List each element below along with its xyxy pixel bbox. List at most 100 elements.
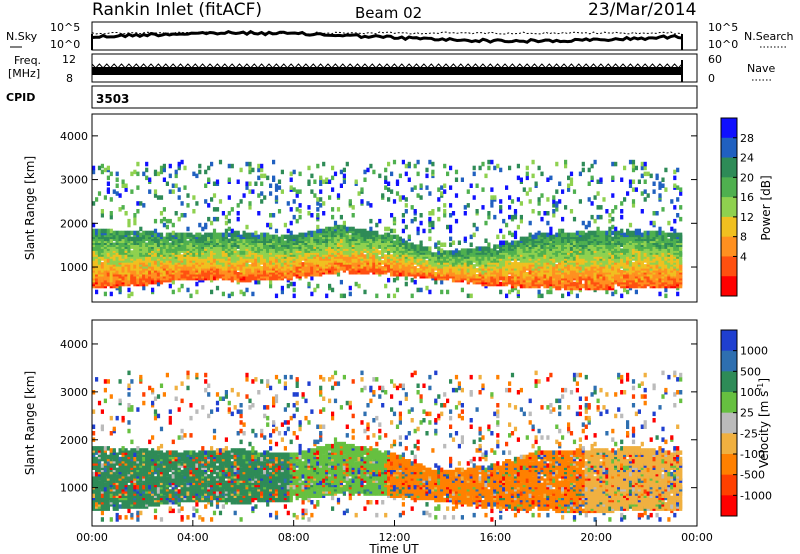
echo-cell (298, 171, 302, 177)
echo-cell (124, 187, 128, 192)
echo-cell (92, 274, 96, 279)
echo-cell (177, 195, 181, 200)
echo-cell (596, 256, 600, 261)
echo-cell (148, 270, 152, 275)
echo-cell (156, 195, 161, 200)
echo-cell (248, 181, 252, 186)
echo-cell (269, 191, 273, 196)
echo-cell (419, 264, 423, 269)
echo-cell (628, 179, 633, 184)
echo-cell (401, 218, 405, 224)
echo-cell (540, 252, 544, 257)
echo-cell (508, 289, 512, 295)
echo-cell (322, 242, 326, 247)
echo-cell (516, 197, 520, 202)
echo-cell (590, 254, 594, 259)
echo-cell (631, 187, 636, 192)
echo-cell (428, 228, 432, 234)
echo-cell (664, 244, 668, 249)
echo-cell (133, 216, 137, 222)
echo-cell (121, 268, 125, 273)
echo-cell (348, 285, 352, 291)
echo-cell (387, 240, 391, 245)
echo-cell (345, 256, 349, 261)
echo-cell (292, 281, 296, 287)
echo-cell (534, 232, 538, 238)
echo-cell (301, 244, 305, 249)
echo-cell (97, 228, 102, 234)
echo-cell (569, 177, 574, 182)
echo-cell (614, 270, 618, 275)
echo-cell (328, 195, 332, 200)
echo-cell (307, 211, 311, 216)
echo-cell (413, 266, 417, 271)
freq-label: Freq. (14, 54, 41, 67)
echo-cell (401, 238, 405, 243)
echo-cell (333, 224, 338, 230)
echo-cell (640, 191, 644, 196)
echo-cell (596, 214, 600, 220)
echo-cell (112, 242, 116, 247)
echo-cell (631, 238, 636, 243)
echo-cell (593, 159, 597, 165)
echo-cell (92, 165, 96, 171)
echo-cell (307, 238, 311, 243)
echo-cell (298, 203, 302, 208)
echo-cell (425, 246, 429, 251)
echo-cell (552, 234, 556, 240)
echo-cell (263, 262, 267, 267)
echo-cell (156, 281, 161, 287)
echo-cell (215, 179, 220, 184)
echo-cell (162, 207, 166, 212)
echo-cell (207, 216, 211, 222)
echo-cell (463, 211, 467, 216)
echo-cell (587, 181, 591, 186)
echo-cell (274, 258, 279, 263)
nsky-label: N.Sky (6, 30, 38, 43)
echo-cell (215, 268, 220, 273)
echo-cell (410, 218, 414, 224)
echo-cell (387, 236, 391, 242)
echo-cell (207, 203, 211, 208)
echo-cell (540, 262, 544, 267)
freq-unit-label: [MHz] (8, 67, 40, 80)
echo-cell (528, 199, 532, 204)
echo-cell (357, 283, 361, 289)
echo-cell (416, 244, 420, 249)
echo-cell (192, 256, 196, 261)
echo-cell (513, 240, 518, 245)
echo-cell (248, 264, 252, 269)
echo-cell (283, 240, 287, 245)
echo-cell (546, 177, 550, 182)
echo-cell (449, 185, 453, 190)
echo-cell (165, 181, 169, 186)
echo-cell (162, 222, 166, 228)
echo-cell (652, 181, 656, 186)
echo-cell (652, 258, 656, 263)
echo-cell (555, 201, 559, 206)
echo-cell (168, 189, 172, 194)
echo-cell (525, 258, 529, 263)
echo-cell (664, 293, 668, 299)
echo-cell (109, 211, 113, 216)
echo-cell (546, 220, 550, 226)
echo-cell (109, 270, 113, 275)
echo-cell (274, 293, 279, 299)
echo-cell (227, 163, 231, 169)
echo-cell (248, 252, 252, 257)
echo-cell (363, 254, 367, 259)
echo-cell (295, 234, 299, 240)
echo-cell (620, 270, 624, 275)
echo-cell (133, 264, 137, 269)
echo-cell (103, 228, 107, 234)
echo-cell (558, 244, 562, 249)
echo-cell (384, 167, 388, 173)
echo-cell (242, 230, 246, 236)
echo-cell (307, 179, 311, 184)
echo-cell (115, 262, 119, 267)
echo-cell (602, 246, 606, 251)
echo-cell (286, 201, 290, 206)
echo-cell (331, 207, 335, 212)
echo-cell (537, 201, 541, 206)
echo-cell (390, 213, 394, 218)
